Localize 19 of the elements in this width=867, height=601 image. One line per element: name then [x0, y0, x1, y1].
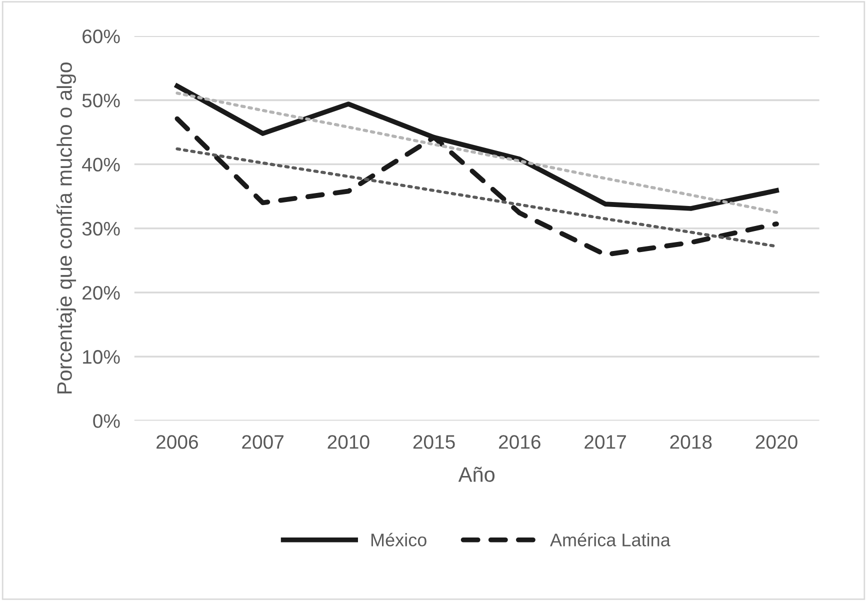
x-tick-label: 2020	[756, 435, 798, 449]
y-tick-label: 0%	[93, 414, 120, 428]
y-tick-label: 40%	[82, 158, 120, 172]
legend-label: América Latina	[550, 532, 670, 546]
x-tick-label: 2006	[156, 435, 198, 449]
x-tick-label: 2016	[499, 435, 540, 449]
y-axis-title: Porcentaje que confía mucho o algo	[56, 62, 76, 394]
x-axis-title: Año	[458, 466, 495, 482]
y-tick-label: 10%	[83, 350, 120, 364]
x-tick-label: 2018	[670, 435, 712, 449]
y-tick-label: 20%	[82, 286, 120, 300]
y-tick-label: 60%	[82, 30, 120, 44]
x-tick-label: 2017	[584, 435, 626, 449]
legend-label: México	[371, 532, 426, 546]
y-tick-label: 50%	[82, 94, 120, 108]
x-tick-label: 2015	[413, 435, 455, 449]
x-tick-label: 2010	[328, 435, 370, 449]
y-tick-label: 30%	[82, 222, 120, 236]
x-tick-label: 2007	[242, 435, 284, 449]
